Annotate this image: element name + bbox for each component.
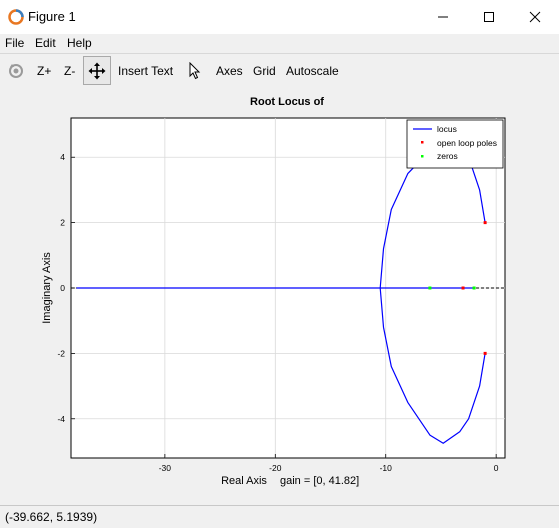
minimize-button[interactable] [420, 0, 466, 34]
menu-edit[interactable]: Edit [35, 36, 56, 50]
legend-locus-label: locus [437, 124, 457, 134]
maximize-button[interactable] [466, 0, 512, 34]
zero-marker [428, 286, 432, 290]
zoom-in-button[interactable]: Z+ [37, 64, 52, 78]
legend: locus open loop poles zeros [406, 119, 504, 169]
figure-canvas[interactable]: -30 -20 -10 0 -4 -2 0 2 4 Root Locus of Real Axi… [0, 89, 559, 504]
x-tick-label: -30 [159, 463, 172, 473]
title-bar: Figure 1 [0, 0, 559, 35]
figure-toolbar: Z+ Z- Insert Text Axes Grid Autoscale [0, 53, 559, 90]
zero-marker [472, 286, 476, 290]
legend-zeros-swatch [421, 155, 424, 158]
close-button[interactable] [512, 0, 558, 34]
x-axis-label: Real Axis [221, 475, 267, 487]
rotate-icon[interactable] [7, 62, 25, 80]
legend-poles-label: open loop poles [437, 138, 497, 148]
gain-label: gain = [0, 41.82] [280, 475, 359, 487]
insert-text-button[interactable]: Insert Text [118, 64, 174, 78]
y-tick-label: 0 [60, 283, 65, 293]
legend-box [406, 119, 504, 169]
y-tick-label: 4 [60, 152, 65, 162]
menu-help[interactable]: Help [67, 36, 92, 50]
pan-icon [88, 62, 106, 79]
open-loop-pole-marker [461, 286, 465, 290]
grid-button[interactable]: Grid [253, 64, 276, 78]
y-tick-label: -2 [57, 348, 65, 358]
zoom-out-button[interactable]: Z- [64, 64, 76, 78]
plot-title: Root Locus of [250, 96, 324, 108]
legend-poles-swatch [421, 141, 424, 144]
y-tick-label: 2 [60, 218, 65, 228]
cursor-coordinates: (-39.662, 5.1939) [5, 510, 98, 524]
legend-zeros-label: zeros [437, 151, 458, 161]
pointer-icon[interactable] [188, 62, 202, 80]
y-axis-label: Imaginary Axis [41, 252, 53, 324]
open-loop-pole-marker [483, 221, 487, 225]
open-loop-pole-marker [483, 351, 487, 355]
status-bar: (-39.662, 5.1939) [0, 505, 559, 528]
x-tick-label: -10 [380, 463, 393, 473]
x-tick-label: -20 [269, 463, 282, 473]
x-tick-label: 0 [494, 463, 499, 473]
menu-bar: File Edit Help [0, 34, 559, 53]
menu-file[interactable]: File [5, 36, 25, 50]
maximize-icon [484, 12, 494, 22]
autoscale-button[interactable]: Autoscale [286, 64, 339, 78]
y-tick-label: -4 [57, 414, 65, 424]
axes-button[interactable]: Axes [216, 64, 243, 78]
pan-button[interactable] [83, 56, 111, 85]
window-title: Figure 1 [28, 9, 76, 24]
close-icon [529, 11, 541, 23]
minimize-icon [438, 16, 448, 18]
octave-icon [8, 9, 24, 25]
